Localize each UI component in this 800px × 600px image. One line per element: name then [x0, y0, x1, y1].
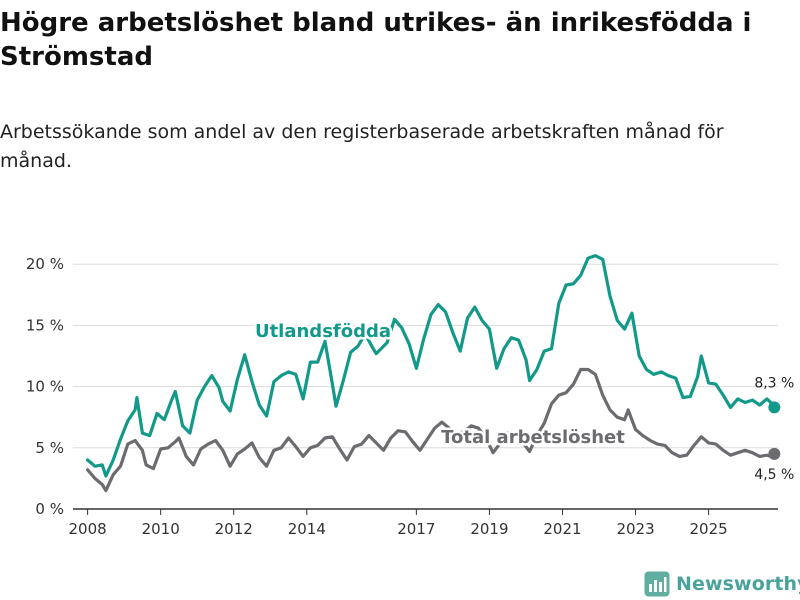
x-tick-label: 2012 — [215, 520, 253, 538]
chart-grid: 0 % 5 % 10 % 15 % 20 % 2008 2010 2012 2014 2017 20… — [26, 255, 778, 538]
y-tick-label: 5 % — [35, 439, 64, 457]
page-title: Högre arbetslöshet bland utrikes- än inr… — [0, 8, 752, 72]
y-tick-label: 15 % — [26, 316, 64, 334]
y-tick-label: 10 % — [26, 378, 64, 396]
x-tick-label: 2017 — [397, 520, 435, 538]
series-line-total — [86, 367, 776, 493]
brand-name: Newsworthy — [676, 573, 800, 595]
newsworthy-logo-icon — [644, 571, 670, 597]
x-tick-label: 2014 — [288, 520, 326, 538]
x-tick-label: 2021 — [543, 520, 581, 538]
x-tick-label: 2010 — [142, 520, 180, 538]
brand-logo[interactable]: Newsworthy — [644, 570, 800, 598]
y-tick-label: 0 % — [35, 500, 64, 518]
x-tick-label: 2008 — [69, 520, 107, 538]
end-value-label: 4,5 % — [754, 467, 794, 483]
x-tick-label: 2019 — [470, 520, 508, 538]
y-tick-label: 20 % — [26, 255, 64, 273]
x-tick-label: 2023 — [616, 520, 654, 538]
end-value-label: 8,3 % — [754, 375, 794, 391]
chart-labels: 8,3 % 4,5 % Utlandsfödda Total arbetslöshet — [252, 319, 794, 483]
series-line-utlandsfodda — [86, 254, 776, 478]
series-end-point — [768, 447, 781, 460]
chart-subtitle: Arbetssökande som andel av den registerb… — [0, 121, 724, 172]
series-end-point — [768, 401, 781, 414]
series-label-utlandsfodda: Utlandsfödda — [255, 321, 391, 342]
chart-series — [86, 254, 781, 493]
x-tick-label: 2025 — [690, 520, 728, 538]
series-label-total: Total arbetslöshet — [441, 427, 625, 448]
